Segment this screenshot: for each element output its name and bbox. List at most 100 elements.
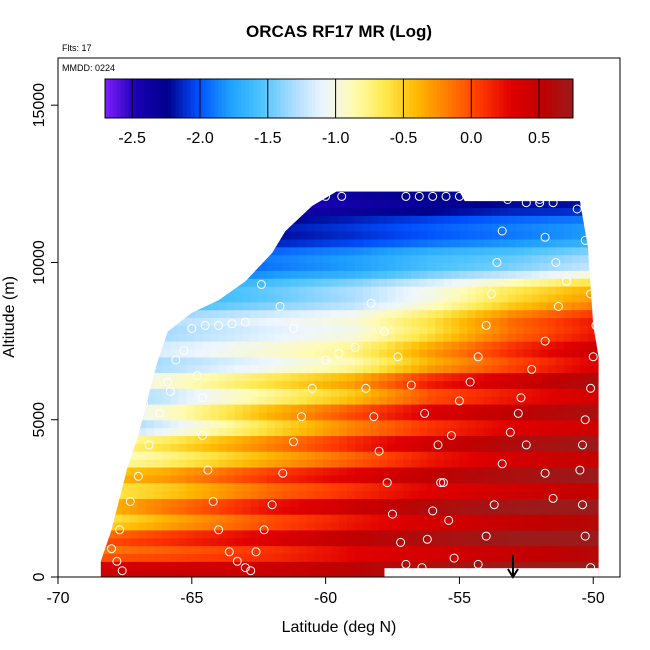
heatmap-cell xyxy=(258,356,268,366)
colorbar-swatch xyxy=(346,79,352,118)
heatmap-cell xyxy=(347,301,356,311)
heatmap-cell xyxy=(363,293,372,303)
heatmap-cell xyxy=(100,569,107,577)
heatmap-cell xyxy=(387,356,396,366)
heatmap-cell xyxy=(515,223,525,232)
heatmap-cell xyxy=(226,427,236,437)
heatmap-cell xyxy=(234,459,244,468)
heatmap-cell xyxy=(258,262,268,271)
heatmap-cell xyxy=(531,262,541,271)
heatmap-cell xyxy=(579,482,589,492)
heatmap-cell xyxy=(555,215,565,224)
heatmap-cell xyxy=(499,278,509,287)
heatmap-cell xyxy=(491,545,501,555)
heatmap-cell xyxy=(322,215,332,224)
heatmap-cell xyxy=(330,561,340,570)
heatmap-cell xyxy=(483,262,493,271)
heatmap-cell xyxy=(282,569,292,577)
heatmap-cell xyxy=(547,474,557,484)
heatmap-cell xyxy=(563,388,573,397)
heatmap-cell xyxy=(347,396,356,405)
heatmap-cell xyxy=(162,459,171,468)
heatmap-cell xyxy=(427,231,436,240)
heatmap-cell xyxy=(347,419,356,429)
heatmap-cell xyxy=(226,348,236,358)
heatmap-cell xyxy=(515,262,525,271)
heatmap-cell xyxy=(226,561,236,570)
colorbar-swatch xyxy=(261,79,266,118)
heatmap-cell xyxy=(266,490,276,499)
heatmap-cell xyxy=(491,388,501,397)
heatmap-cell xyxy=(347,286,356,295)
heatmap-cell xyxy=(347,309,356,319)
heatmap-cell xyxy=(339,427,348,437)
heatmap-cell xyxy=(459,514,469,523)
heatmap-cell xyxy=(290,521,300,531)
heatmap-cell xyxy=(571,498,581,507)
heatmap-cell xyxy=(379,372,388,382)
heatmap-cell xyxy=(403,411,412,421)
heatmap-cell xyxy=(250,537,260,547)
heatmap-cell xyxy=(330,537,340,547)
heatmap-cell xyxy=(499,490,509,499)
heatmap-cell xyxy=(475,490,485,499)
heatmap-cell xyxy=(122,561,131,570)
heatmap-cell xyxy=(387,270,396,279)
heatmap-cell xyxy=(427,435,436,444)
heatmap-cell xyxy=(427,270,436,279)
heatmap-cell xyxy=(194,553,204,562)
heatmap-cell xyxy=(467,215,477,224)
heatmap-cell xyxy=(363,404,372,413)
heatmap-cell xyxy=(355,521,364,531)
heatmap-cell xyxy=(499,364,509,374)
heatmap-cell xyxy=(330,341,340,350)
heatmap-cell xyxy=(403,490,412,499)
flight-track-point xyxy=(492,258,502,267)
heatmap-cell xyxy=(467,482,477,492)
heatmap-cell xyxy=(467,474,477,484)
heatmap-cell xyxy=(571,388,581,397)
heatmap-cell xyxy=(483,451,493,460)
heatmap-cell xyxy=(547,435,557,444)
heatmap-cell xyxy=(403,388,412,397)
heatmap-cell xyxy=(579,404,589,413)
heatmap-cell xyxy=(242,341,252,350)
heatmap-cell xyxy=(242,545,252,555)
heatmap-cell xyxy=(515,278,525,287)
heatmap-cell xyxy=(419,451,428,460)
heatmap-cell xyxy=(507,364,517,374)
heatmap-cell xyxy=(154,498,163,507)
heatmap-cell xyxy=(202,427,212,437)
colorbar-swatch xyxy=(362,79,367,118)
heatmap-cell xyxy=(427,490,436,499)
heatmap-cell xyxy=(483,286,493,295)
heatmap-cell xyxy=(571,451,581,460)
heatmap-cell xyxy=(154,427,163,437)
heatmap-cell xyxy=(363,435,372,444)
colorbar-swatch xyxy=(487,79,492,118)
heatmap-cell xyxy=(355,270,364,279)
heatmap-cell xyxy=(306,215,316,224)
heatmap-cell xyxy=(234,537,244,547)
heatmap-cell xyxy=(314,215,324,224)
heatmap-cell xyxy=(371,262,380,271)
heatmap-cell xyxy=(571,286,581,295)
heatmap-cell xyxy=(411,553,420,562)
flight-track-point xyxy=(275,302,285,311)
heatmap-cell xyxy=(483,553,493,562)
heatmap-cell xyxy=(242,529,252,539)
heatmap-cell xyxy=(314,199,324,209)
heatmap-cell xyxy=(226,451,236,460)
heatmap-cell xyxy=(330,372,340,382)
heatmap-cell xyxy=(186,553,196,562)
heatmap-cell xyxy=(347,498,356,507)
heatmap-cell xyxy=(539,364,549,374)
heatmap-cell xyxy=(258,561,268,570)
colorbar-swatch xyxy=(557,79,562,118)
heatmap-cell xyxy=(250,286,260,295)
heatmap-cell xyxy=(347,561,356,570)
heatmap-cell xyxy=(178,317,188,326)
heatmap-cell xyxy=(130,529,139,539)
heatmap-cell xyxy=(435,396,444,405)
heatmap-cell xyxy=(571,435,581,444)
